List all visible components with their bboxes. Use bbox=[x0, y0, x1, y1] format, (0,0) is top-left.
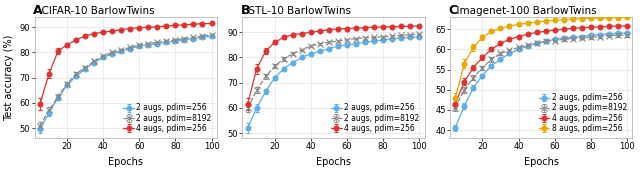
X-axis label: Epochs: Epochs bbox=[524, 157, 559, 167]
Text: A: A bbox=[33, 4, 42, 17]
Text: STL-10 BarlowTwins: STL-10 BarlowTwins bbox=[242, 6, 351, 16]
Legend: 2 augs, pdim=256, 2 augs, pdim=8192, 4 augs, pdim=256, 8 augs, pdim=256: 2 augs, pdim=256, 2 augs, pdim=8192, 4 a… bbox=[537, 92, 628, 134]
Legend: 2 augs, pdim=256, 2 augs, pdim=8192, 4 augs, pdim=256: 2 augs, pdim=256, 2 augs, pdim=8192, 4 a… bbox=[330, 102, 420, 134]
X-axis label: Epochs: Epochs bbox=[316, 157, 351, 167]
Text: B: B bbox=[241, 4, 250, 17]
Y-axis label: Test accuracy (%): Test accuracy (%) bbox=[4, 34, 14, 121]
Text: CIFAR-10 BarlowTwins: CIFAR-10 BarlowTwins bbox=[35, 6, 154, 16]
Text: C: C bbox=[448, 4, 457, 17]
X-axis label: Epochs: Epochs bbox=[108, 157, 143, 167]
Text: Imagenet-100 BarlowTwins: Imagenet-100 BarlowTwins bbox=[450, 6, 596, 16]
Legend: 2 augs, pdim=256, 2 augs, pdim=8192, 4 augs, pdim=256: 2 augs, pdim=256, 2 augs, pdim=8192, 4 a… bbox=[122, 102, 213, 134]
